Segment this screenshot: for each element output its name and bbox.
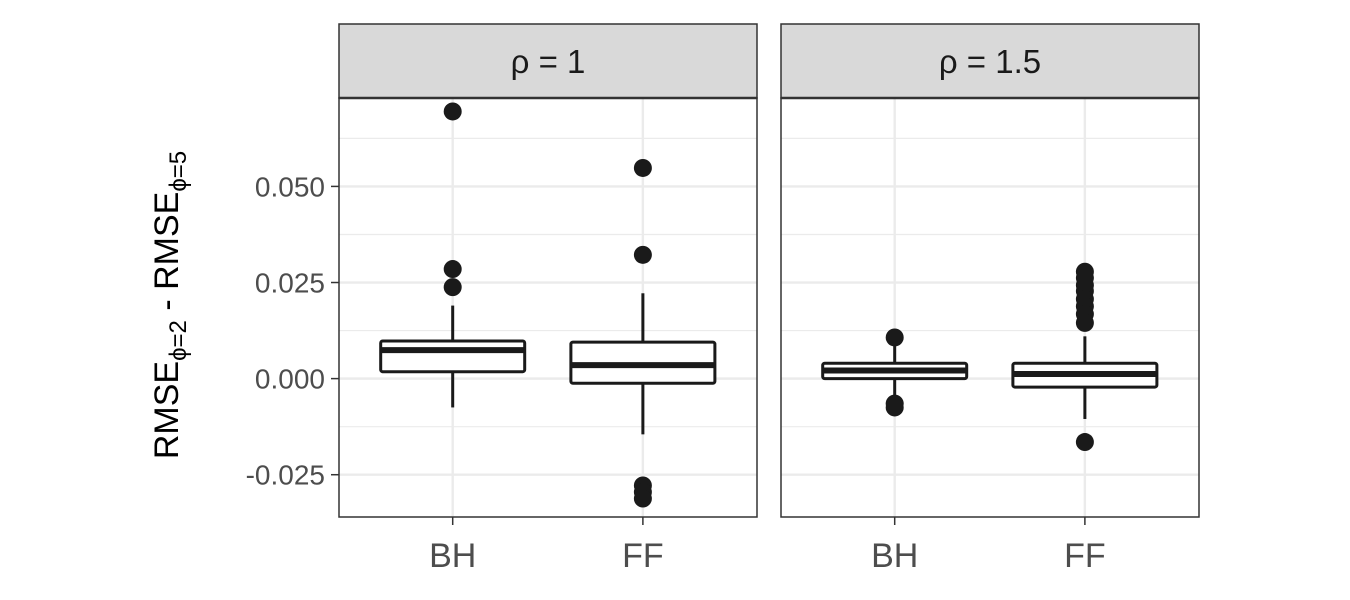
panel-2-bh-outlier <box>885 398 904 417</box>
panel-1-x-tick-label: FF <box>622 537 664 575</box>
y-axis-label-sep: - <box>148 290 186 320</box>
panel-2-x-tick-label: FF <box>1064 537 1106 575</box>
panel-1-strip-label: ρ = 1 <box>511 43 586 80</box>
panel-2-ff-outlier <box>1075 313 1094 332</box>
panel-1-bh-outlier <box>443 102 462 121</box>
panel-1-strip <box>338 23 758 99</box>
y-tick-label: -0.025 <box>246 460 325 491</box>
y-axis-label-sub2: ϕ=5 <box>165 151 192 192</box>
panel-2-strip <box>780 23 1200 99</box>
panel-2-strip-label: ρ = 1.5 <box>939 43 1041 80</box>
y-tick-label: 0.000 <box>255 364 325 395</box>
panel-1-bh-box <box>379 339 527 374</box>
y-axis-label-main1: RMSE <box>148 361 186 459</box>
panel-1-bh-outlier <box>443 278 462 297</box>
panel-2-x-tick-label: BH <box>871 537 918 575</box>
panel-1-ff-outlier <box>633 489 652 508</box>
y-axis-label-sub1: ϕ=2 <box>165 320 192 361</box>
panel-2-ff-outlier <box>1075 433 1094 452</box>
panel-1-ff-outlier <box>633 245 652 264</box>
panel-1-ff-outlier <box>633 158 652 177</box>
y-tick-label: 0.050 <box>255 171 325 202</box>
panel-2-background <box>781 98 1199 517</box>
panel-1-x-tick-label: BH <box>429 537 476 575</box>
panel-1-background <box>339 98 757 517</box>
y-tick-label: 0.025 <box>255 268 325 299</box>
y-axis-label: RMSEϕ=2 - RMSEϕ=5 <box>148 151 192 459</box>
y-axis-label-main2: RMSE <box>148 192 186 290</box>
panel-2-bh-outlier <box>885 328 904 347</box>
panel-1-bh-outlier <box>443 260 462 279</box>
